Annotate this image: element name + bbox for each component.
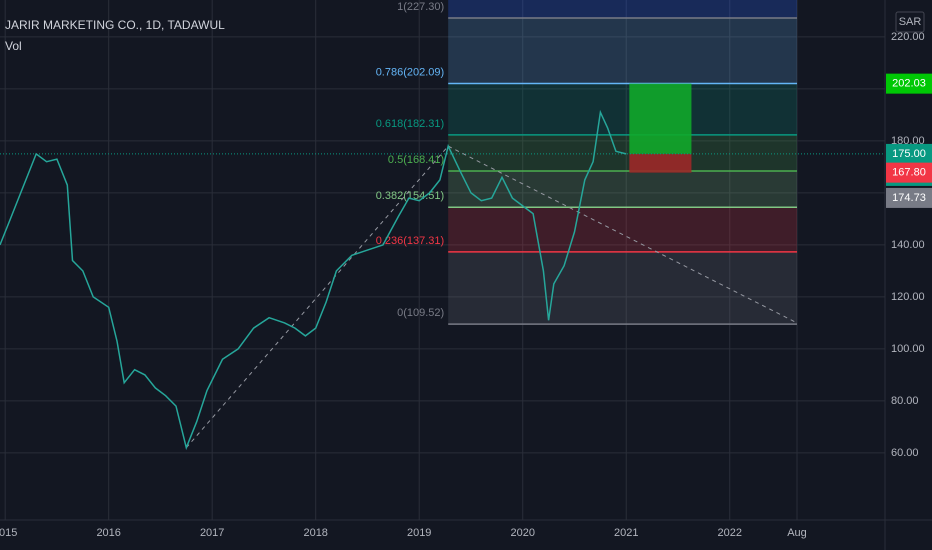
fib-label: 0.618(182.31) <box>376 118 445 130</box>
price-marker <box>886 73 932 94</box>
position-stop <box>629 153 692 173</box>
fib-label: 1(227.30) <box>397 1 444 13</box>
x-tick-label: 2021 <box>614 527 638 539</box>
x-tick-label: Aug <box>787 527 807 539</box>
x-tick-label: 2016 <box>96 527 120 539</box>
fib-zone <box>448 0 798 18</box>
x-tick-label: 2018 <box>303 527 327 539</box>
x-tick-label: 2020 <box>510 527 534 539</box>
y-tick-label: 180.00 <box>891 135 925 147</box>
position-target <box>629 83 692 154</box>
x-tick-label: 2022 <box>717 527 741 539</box>
price-marker-label: 174.73 <box>892 192 926 204</box>
fib-zone <box>448 207 798 252</box>
price-marker <box>886 143 932 164</box>
fib-label: 0(109.52) <box>397 307 444 319</box>
y-tick-label: 60.00 <box>891 447 919 459</box>
y-tick-label: 220.00 <box>891 31 925 43</box>
plot <box>0 83 885 451</box>
volume-label: Vol <box>5 39 22 53</box>
chart-title: JARIR MARKETING CO., 1D, TADAWUL <box>5 18 225 32</box>
currency: SAR <box>899 16 922 28</box>
trend-line <box>185 145 449 449</box>
trend-line <box>447 145 798 324</box>
price-marker-label: 202.03 <box>892 78 926 90</box>
y-tick-label: 80.00 <box>891 395 919 407</box>
currency-box[interactable] <box>895 11 925 33</box>
x-tick-label: 2019 <box>407 527 431 539</box>
fib-zone <box>448 171 798 208</box>
fib-label: 0.786(202.09) <box>376 66 445 78</box>
fib-zone <box>448 83 798 135</box>
x-tick-label: 2015 <box>0 527 17 539</box>
fib-retracement: 1(227.30) 0.786(202.09) 0.618(182.31) 0.5(1… <box>376 0 798 325</box>
fib-zone <box>448 17 798 84</box>
price-marker <box>886 187 932 208</box>
y-tick-label: 120.00 <box>891 291 925 303</box>
price-marker-label: 175.00 <box>892 148 926 160</box>
fib-label: 0.5(168.41) <box>388 154 444 166</box>
grid <box>0 0 885 520</box>
price-marker <box>886 162 932 183</box>
axes: 60.0080.00100.00120.00140.00160.00180.00… <box>0 31 932 539</box>
fib-zone <box>448 251 798 325</box>
x-tick-label: 2017 <box>200 527 224 539</box>
price-line-series <box>0 109 627 451</box>
y-tick-label: 140.00 <box>891 239 925 251</box>
fib-label: 0.382(154.51) <box>376 190 445 202</box>
fib-label: 0.236(137.31) <box>376 235 445 247</box>
price-marker-label: 167.80 <box>892 167 926 179</box>
y-tick-label: 100.00 <box>891 343 925 355</box>
